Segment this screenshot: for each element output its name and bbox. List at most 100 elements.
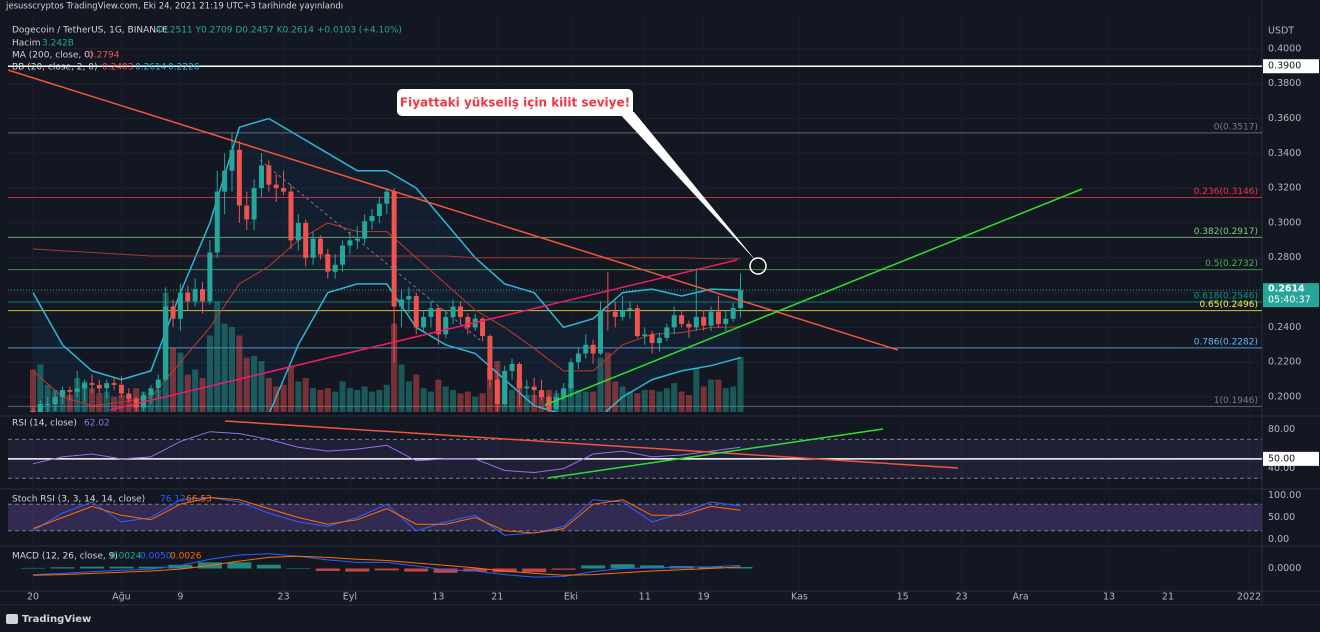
x-tick-label: 2022 (1237, 592, 1261, 603)
legend-value: 76.12 (160, 495, 186, 505)
macd-line (32, 553, 741, 578)
volume-bar (427, 391, 434, 412)
macd-histogram (699, 566, 724, 569)
macd-signal (32, 555, 741, 576)
candle-body (450, 306, 456, 317)
legend: RSI (14, close) (12, 419, 77, 429)
volume-bar (184, 374, 191, 412)
candle-body (656, 337, 662, 344)
y-tick-label: 0.3400 (1268, 148, 1301, 159)
x-tick-label: Ağu (112, 592, 131, 603)
candle-body (679, 315, 685, 324)
fib-label: 0.65(0.2496) (1199, 300, 1258, 310)
volume-bar (420, 388, 427, 412)
volume-bar (228, 327, 235, 412)
candle-body (738, 290, 744, 309)
candle-body (251, 188, 257, 220)
candle-body (597, 309, 603, 354)
volume-bar (155, 389, 162, 412)
volume-bar (324, 388, 331, 412)
y-tick-label: 80.00 (1268, 424, 1295, 435)
legend: MACD (12, 26, close, 9) (12, 552, 118, 562)
macd-histogram (492, 568, 517, 573)
legend-value: 0.2226 (168, 63, 200, 73)
volume-bar (442, 386, 449, 412)
volume-bar (96, 393, 103, 412)
volume-bar (685, 395, 692, 412)
macd-histogram (610, 564, 635, 569)
volume-bar (287, 366, 294, 412)
candle-body (693, 316, 699, 328)
y-tick-label: 0.2000 (1268, 392, 1301, 403)
volume-bar (302, 378, 309, 412)
legend-value: 0.0026 (170, 552, 202, 562)
volume-bar (383, 384, 390, 412)
price-box (1263, 59, 1319, 74)
volume-bar (612, 381, 619, 412)
callout-pointer (618, 112, 757, 262)
macd-histogram (168, 564, 193, 569)
volume-bar (649, 389, 656, 412)
candle-body (288, 191, 294, 241)
candle-body (347, 240, 353, 246)
volume-bar (376, 389, 383, 412)
candle-body (192, 289, 198, 302)
fib-label: 0(0.3517) (1214, 122, 1258, 132)
y-tick-label: 100.00 (1268, 490, 1301, 501)
candle-body (281, 188, 287, 192)
y-tick-label: 0.2400 (1268, 322, 1301, 333)
x-tick-label: 13 (1103, 592, 1115, 603)
macd-histogram (227, 562, 252, 569)
x-tick-label: Eki (564, 592, 578, 603)
price-box-label: 0.3900 (1268, 61, 1301, 72)
candle-body (487, 336, 493, 380)
candle-body (118, 384, 124, 394)
x-tick-label: 23 (956, 592, 968, 603)
volume-bar (310, 388, 317, 412)
y-tick-label: 50.00 (1268, 512, 1295, 523)
candle-body (303, 222, 309, 258)
candle-body (502, 370, 508, 404)
candle-body (59, 390, 65, 398)
candle-body (96, 384, 102, 389)
volume-bar (486, 367, 493, 412)
volume-bar (671, 383, 678, 412)
volume-bar (590, 391, 597, 412)
ohlc: A0.2511 Y0.2709 D0.2457 K0.2614 +0.0103 … (155, 26, 402, 36)
last-price: 0.2614 (1268, 284, 1305, 295)
candle-body (531, 386, 537, 391)
volume-bar (317, 389, 324, 412)
candle-body (332, 264, 338, 272)
ma-line (32, 248, 741, 260)
volume-bar (722, 388, 729, 412)
y-tick-label: 0.2200 (1268, 357, 1301, 368)
candle-body (406, 296, 412, 300)
candle-body (509, 363, 515, 371)
candle-body (443, 316, 449, 335)
trend-line (544, 188, 1083, 406)
stoch-band (8, 504, 1262, 531)
logo: TradingView (22, 614, 91, 625)
macd-histogram (433, 568, 458, 573)
legend-value: 0.0024 (110, 552, 142, 562)
annotation: Fiyattaki yükseliş için kilit seviye! (400, 96, 630, 110)
x-tick-label: 21 (491, 592, 503, 603)
candle-body (391, 191, 397, 307)
legend-value: 66.53 (186, 495, 212, 505)
candle-body (362, 221, 368, 239)
volume-bar (626, 391, 633, 412)
volume-bar (103, 391, 110, 412)
candle-body (421, 316, 427, 328)
volume-bar (30, 369, 36, 412)
volume-bar (435, 379, 442, 412)
candle-body (273, 184, 279, 189)
candle-body (45, 403, 51, 405)
candle-body (266, 165, 272, 185)
volume-bar (236, 335, 243, 412)
x-tick-label: 15 (897, 592, 909, 603)
volume-bar (538, 391, 545, 412)
y-tick-label: 0.3800 (1268, 78, 1301, 89)
macd-histogram (286, 568, 311, 569)
volume-bar (258, 361, 265, 412)
macd-histogram (404, 568, 429, 572)
